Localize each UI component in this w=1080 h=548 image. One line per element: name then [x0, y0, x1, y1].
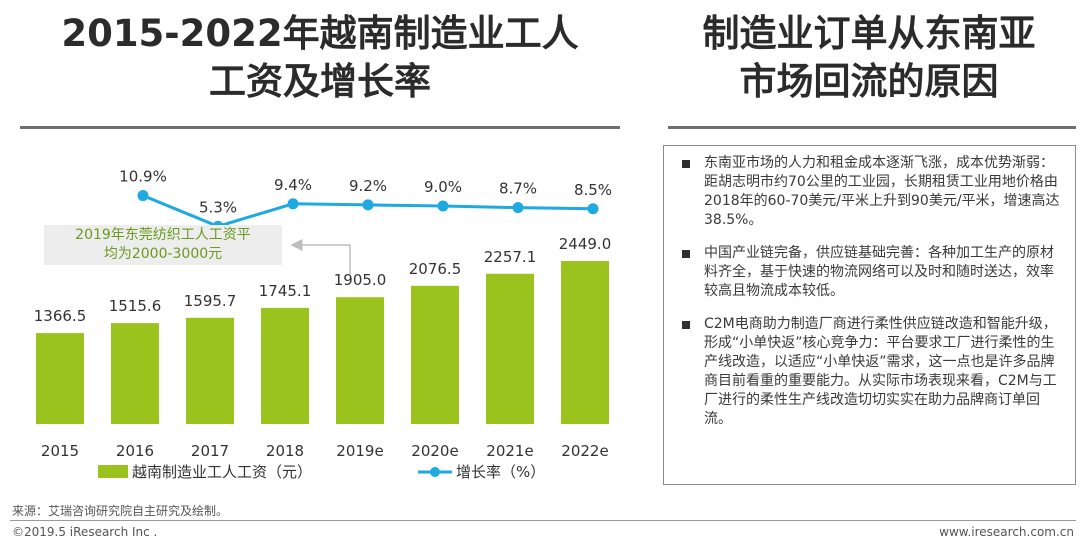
growth-value-label: 9.0% — [424, 178, 462, 196]
wage-growth-chart: 1366.5 2015 1515.6 2016 1595.7 2017 1745.1 2018… — [34, 168, 612, 481]
category-label: 2021e — [486, 442, 533, 460]
growth-point-2016 — [137, 190, 149, 202]
legend-line-label: 增长率（%） — [456, 463, 545, 481]
growth-value-label: 5.3% — [199, 198, 237, 216]
bar-value-label: 1905.0 — [334, 271, 387, 289]
square-bullet-icon — [682, 321, 690, 329]
website-link[interactable]: www.iresearch.com.cn — [939, 525, 1074, 539]
reason-item: 东南亚市场的人力和租金成本逐渐飞涨，成本优势渐弱：距胡志明市约70公里的工业园，… — [676, 154, 1063, 230]
growth-point-2018 — [287, 198, 299, 210]
footer-divider — [10, 520, 1076, 521]
bar-2022e — [561, 261, 609, 424]
growth-value-label: 8.7% — [499, 180, 537, 198]
bar-2019e — [336, 297, 384, 424]
bar-2020e — [411, 285, 459, 424]
annotation-line-2: 均为2000-3000元 — [103, 246, 223, 262]
category-label: 2016 — [116, 442, 154, 460]
growth-value-label: 10.9% — [119, 168, 167, 186]
growth-point-2019e — [362, 199, 374, 211]
reason-item: 中国产业链完备，供应链基础完善：各种加工生产的原材料齐全，基于快速的物流网络可以… — [676, 244, 1063, 301]
title-divider-left — [20, 126, 620, 129]
category-label: 2019e — [336, 442, 383, 460]
reasons-title-line-1: 制造业订单从东南亚 — [702, 12, 1036, 55]
bar-2017 — [186, 317, 234, 424]
chart-title: 2015-2022年越南制造业工人 工资及增长率 — [20, 10, 620, 106]
category-label: 2022e — [561, 442, 608, 460]
square-bullet-icon — [682, 250, 690, 258]
bar-2016 — [111, 323, 159, 424]
annotation-arrow — [290, 239, 351, 275]
bar-value-label: 1515.6 — [109, 297, 162, 315]
bar-value-label: 2257.1 — [484, 248, 537, 266]
category-label: 2017 — [191, 442, 229, 460]
chart-title-line-2: 工资及增长率 — [209, 60, 431, 103]
annotation-callout: 2019年东莞纺织工人工资平 均为2000-3000元 — [44, 225, 282, 265]
category-label: 2015 — [41, 442, 79, 460]
growth-value-label: 9.4% — [274, 176, 312, 194]
title-divider-right — [668, 126, 1076, 129]
legend-line-marker — [430, 467, 440, 477]
reason-text: 东南亚市场的人力和租金成本逐渐飞涨，成本优势渐弱：距胡志明市约70公里的工业园，… — [704, 155, 1060, 228]
legend-bar-label: 越南制造业工人工资（元） — [132, 463, 312, 481]
bar-2015 — [36, 333, 84, 424]
square-bullet-icon — [682, 160, 690, 168]
bar-2018 — [261, 307, 309, 424]
bar-value-label: 1745.1 — [259, 282, 312, 300]
copyright-text: ©2019.5 iResearch Inc . — [12, 525, 158, 539]
source-note: 来源：艾瑞咨询研究院自主研究及绘制。 — [12, 504, 229, 518]
growth-point-2020e — [437, 200, 449, 212]
bar-value-label: 1595.7 — [184, 292, 237, 310]
growth-value-label: 8.5% — [574, 181, 612, 199]
reason-text: C2M电商助力制造厂商进行柔性供应链改造和智能升级，形成“小单快返”核心竞争力：… — [704, 316, 1057, 427]
reasons-title-line-2: 市场回流的原因 — [739, 60, 999, 103]
bar-value-label: 2449.0 — [559, 235, 612, 253]
growth-value-label: 9.2% — [349, 177, 387, 195]
reason-item: C2M电商助力制造厂商进行柔性供应链改造和智能升级，形成“小单快返”核心竞争力：… — [676, 315, 1063, 429]
bar-2021e — [486, 273, 534, 424]
category-label: 2020e — [411, 442, 458, 460]
bar-value-label: 1366.5 — [34, 307, 87, 325]
annotation-line-1: 2019年东莞纺织工人工资平 — [75, 227, 251, 243]
bar-value-label: 2076.5 — [409, 260, 462, 278]
reason-text: 中国产业链完备，供应链基础完善：各种加工生产的原材料齐全，基于快速的物流网络可以… — [704, 245, 1054, 299]
legend-bar-swatch — [98, 465, 128, 478]
chart-title-line-1: 2015-2022年越南制造业工人 — [61, 12, 579, 55]
category-label: 2018 — [266, 442, 304, 460]
reasons-panel: 东南亚市场的人力和租金成本逐渐飞涨，成本优势渐弱：距胡志明市约70公里的工业园，… — [663, 145, 1076, 485]
reasons-title: 制造业订单从东南亚 市场回流的原因 — [663, 10, 1075, 106]
growth-point-2021e — [512, 202, 524, 214]
growth-point-2022e — [587, 203, 599, 215]
